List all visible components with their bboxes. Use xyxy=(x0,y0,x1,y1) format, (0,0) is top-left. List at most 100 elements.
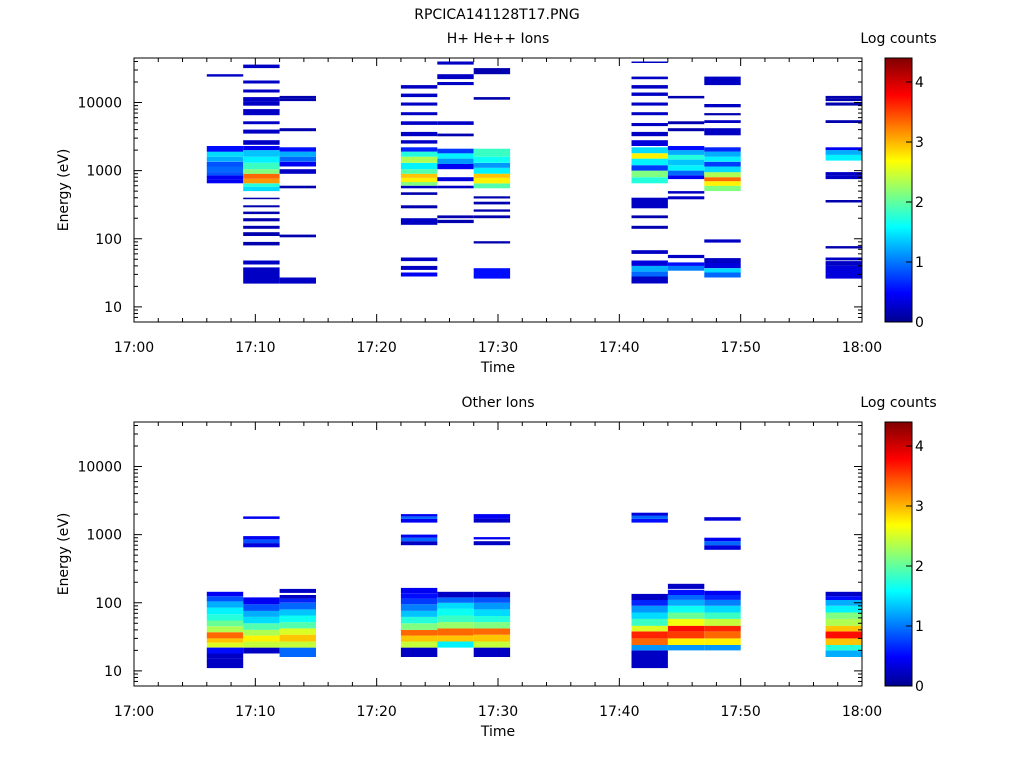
heatmap-cell xyxy=(667,254,705,259)
heatmap-cell xyxy=(437,185,474,189)
heatmap-cell xyxy=(473,602,511,610)
heatmap-cell xyxy=(667,121,705,125)
heatmap-cell xyxy=(473,215,511,219)
heatmap-cell xyxy=(704,268,741,273)
colorbar-tick-label: 0 xyxy=(915,315,924,331)
heatmap-cell xyxy=(667,159,705,166)
heatmap-cell xyxy=(825,596,862,600)
heatmap-cell xyxy=(206,653,244,659)
heatmap-cell xyxy=(400,102,438,106)
heatmap-cell xyxy=(704,631,741,639)
heatmap-cell xyxy=(825,265,862,273)
heatmap-cell xyxy=(631,170,668,178)
heatmap-cell xyxy=(206,620,244,627)
y-tick-label: 10000 xyxy=(77,460,122,476)
heatmap-cell xyxy=(704,156,741,162)
heatmap-cell xyxy=(206,632,244,639)
heatmap-cell xyxy=(243,225,280,229)
x-tick-label: 17:30 xyxy=(478,704,518,720)
heatmap-cell xyxy=(631,225,668,229)
heatmap-cell xyxy=(400,140,438,144)
heatmap-cell xyxy=(704,625,741,632)
heatmap-cell xyxy=(825,154,862,161)
heatmap-cell xyxy=(704,258,741,263)
heatmap-cell xyxy=(243,183,280,187)
heatmap-cell xyxy=(667,128,705,132)
heatmap-cell xyxy=(473,622,511,629)
heatmap-cell xyxy=(437,61,474,65)
heatmap-cell xyxy=(704,612,741,619)
heatmap-cell xyxy=(437,164,474,170)
heatmap-cell xyxy=(243,218,280,222)
heatmap-cell xyxy=(243,146,280,151)
heatmap-cell xyxy=(400,587,438,594)
heatmap-cell xyxy=(400,173,438,178)
heatmap-cell xyxy=(437,628,474,636)
heatmap-cell xyxy=(206,591,244,597)
heatmap-cell xyxy=(631,131,668,137)
heatmap-cell xyxy=(704,128,741,136)
heatmap-cell xyxy=(825,257,862,261)
heatmap-cell xyxy=(400,178,438,183)
heatmap-cell xyxy=(825,175,862,180)
heatmap-cell xyxy=(825,625,862,632)
heatmap-cell xyxy=(704,263,741,269)
heatmap-cell xyxy=(631,645,668,651)
heatmap-cell xyxy=(825,638,862,645)
heatmap-cell xyxy=(631,657,668,669)
y-tick-label: 10000 xyxy=(77,96,122,112)
heatmap-cell xyxy=(400,272,438,277)
heatmap-cell xyxy=(473,518,511,523)
heatmap-cell xyxy=(243,604,280,611)
heatmap-cell xyxy=(704,645,741,651)
heatmap-cell xyxy=(206,614,244,621)
heatmap-cell xyxy=(400,537,438,542)
heatmap-cell xyxy=(825,650,862,657)
heatmap-cell xyxy=(400,593,438,599)
heatmap-cell xyxy=(631,112,668,116)
heatmap-cell xyxy=(279,622,316,629)
heatmap-cell xyxy=(400,647,438,657)
y-tick-label: 1000 xyxy=(86,164,122,180)
heatmap-cell xyxy=(206,607,244,615)
heatmap-cell xyxy=(437,591,474,598)
heatmap-cell xyxy=(206,596,244,602)
heatmap-cell xyxy=(704,590,741,595)
heatmap-cell xyxy=(631,153,668,159)
heatmap-cell xyxy=(825,95,862,99)
heatmap-cell xyxy=(473,641,511,648)
heatmap-cell xyxy=(437,215,474,219)
heatmap-cell xyxy=(704,618,741,626)
heatmap-cell xyxy=(206,74,244,77)
heatmap-cell xyxy=(667,618,705,626)
heatmap-cell xyxy=(473,148,511,157)
heatmap-cell xyxy=(437,622,474,629)
heatmap-cell xyxy=(400,192,438,195)
heatmap-cell xyxy=(473,196,511,199)
heatmap-cell xyxy=(631,123,668,127)
heatmap-cell xyxy=(825,120,862,123)
heatmap-cell xyxy=(206,658,244,669)
heatmap-cell xyxy=(437,177,474,182)
panel-title: H+ He++ Ions xyxy=(447,31,550,47)
heatmap-cell xyxy=(704,185,741,192)
heatmap-cell xyxy=(704,147,741,152)
heatmap-cell xyxy=(704,120,741,123)
heatmap-cell xyxy=(243,543,280,548)
heatmap-cell xyxy=(243,101,280,106)
heatmap-cell xyxy=(473,167,511,174)
heatmap-cell xyxy=(631,76,668,80)
heatmap-cell xyxy=(473,609,511,616)
x-tick-label: 17:00 xyxy=(114,340,154,356)
heatmap-cell xyxy=(631,165,668,171)
heatmap-cell xyxy=(667,583,705,589)
heatmap-cell xyxy=(473,178,511,184)
heatmap-cell xyxy=(243,150,280,157)
panel-title: Other Ions xyxy=(461,395,534,411)
heatmap-cell xyxy=(243,186,280,192)
heatmap-cell xyxy=(279,98,316,102)
heatmap-cell xyxy=(631,512,668,516)
heatmap-cell xyxy=(437,219,474,224)
heatmap-cell xyxy=(243,121,280,125)
heatmap-cell xyxy=(704,517,741,521)
